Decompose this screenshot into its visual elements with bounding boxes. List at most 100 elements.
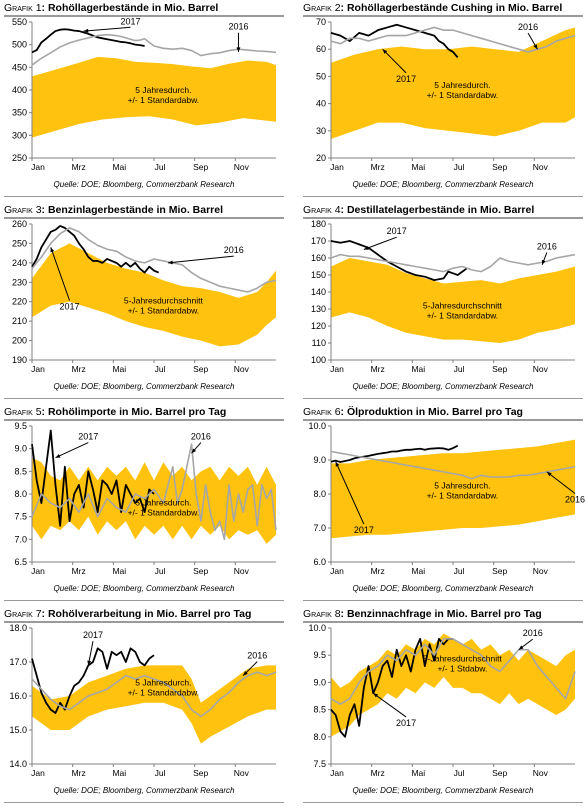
x-tick-label: Nov [234,768,250,778]
annotation-arrow [382,48,407,74]
chart-title-text: Benzinlagerbestände in Mio. Barrel [47,204,224,216]
y-tick-label: 10.0 [308,623,326,633]
y-tick-label: 6.5 [14,557,27,567]
series-2017-line [31,429,155,527]
x-tick-label: Mai [411,566,425,576]
y-tick-label: 550 [12,17,27,27]
chart-source: Quelle: DOE; Bloomberg, Commerzbank Rese… [352,584,534,593]
chart-panel-7: Grafik 7: Rohölverarbeitung in Mio. Barr… [4,608,284,806]
x-tick-label: Sep [492,364,507,374]
chart-title-text: Rohölimporte in Mio. Barrel pro Tag [47,406,227,418]
annotation-arrowhead [373,693,379,698]
chart-prefix: Grafik 3 [4,204,42,216]
annotation-label-2017: 2017 [60,301,80,311]
band-label-line2: +/- 1 Standardabw. [128,306,200,316]
chart-panel-5: Grafik 5: Rohölimporte in Mio. Barrel pr… [4,406,284,604]
y-tick-label: 9.0 [313,455,326,465]
y-tick-label: 9.0 [313,677,326,687]
y-tick-label: 500 [12,40,27,50]
chart-8: 7.5 8.0 8.5 9.0 9.5 10.0 Jan Mrz Mai Jul Sep Nov 5-J… [308,623,576,778]
series-2016-line [330,450,576,480]
series-2016-line [330,253,576,273]
bottom-rule [303,802,583,803]
x-tick-label: Jan [31,566,45,576]
y-tick-label: 7.0 [14,534,27,544]
annotation-arrow [55,442,89,459]
chart-source: Quelle: DOE; Bloomberg, Commerzbank Rese… [53,382,235,391]
band-label-line2: +/- 1 Standardabw. [427,491,499,501]
y-tick-label: 17.0 [9,657,27,667]
title-rule [4,621,284,623]
x-tick-label: Jul [155,162,166,172]
band-label: 5-Jahresdurchschnitt [423,301,503,311]
band-label-line2: +/- 1 Standardabw. [427,90,499,100]
band-label-line2: +/- 1 Standardabw. [128,95,200,105]
y-tick-label: 50 [316,71,326,81]
annotation-label-2017: 2017 [83,630,103,640]
annotation-arrowhead [335,461,340,467]
y-tick-label: 230 [12,277,27,287]
chart-title: Grafik 7: Rohölverarbeitung in Mio. Barr… [4,608,252,620]
title-rule [4,15,284,17]
x-tick-label: Mai [112,566,126,576]
x-tick-label: Mrz [72,768,86,778]
x-tick-label: Nov [533,566,549,576]
y-tick-label: 30 [316,126,326,136]
y-tick-label: 400 [12,85,27,95]
std-band [331,439,575,539]
y-tick-label: 450 [12,62,27,72]
chart-prefix: Grafik 6 [303,406,341,418]
band-label: 5-Jahresdurchschnitt [423,653,503,663]
annotation-arrowhead [168,260,173,265]
y-tick-label: 7.5 [313,759,326,769]
x-tick-label: Mrz [371,768,385,778]
annotation-arrow [168,255,234,264]
annotation-label-2016: 2016 [537,242,557,252]
annotation-arrowhead [87,660,92,666]
x-tick-label: Mai [411,768,425,778]
x-tick-label: Jan [31,364,45,374]
chart-title: Grafik 6: Ölproduktion in Mio. Barrel pr… [303,406,523,418]
x-tick-label: Mrz [371,364,385,374]
x-tick-label: Jul [155,566,166,576]
chart-1: 250 300 350 400 450 500 550 Jan Mrz Mai Jul Sep Nov 5… [12,16,277,172]
annotation-arrow [50,247,71,301]
series-2016-line [31,443,277,541]
series-2017-line [31,28,145,54]
annotation-label-2016: 2016 [224,245,244,255]
chart-title-text: Benzinnachfrage in Mio. Barrel pro Tag [346,608,542,620]
series-2016-line [330,26,576,53]
chart-source: Quelle: DOE; Bloomberg, Commerzbank Rese… [53,584,235,593]
y-tick-label: 350 [12,108,27,118]
x-tick-label: Mrz [72,566,86,576]
annotation-label-2016: 2016 [247,651,267,661]
series-2017-line [330,240,468,281]
x-tick-label: Nov [234,566,250,576]
y-tick-label: 260 [12,219,27,229]
chart-prefix: Grafik 2 [303,2,341,14]
annotation-label-2017: 2017 [354,525,374,535]
annotation-label-2016: 2016 [565,495,585,505]
y-tick-label: 16.0 [9,691,27,701]
annotation-arrowhead [533,44,538,50]
y-tick-label: 130 [311,304,326,314]
x-tick-label: Jul [454,566,465,576]
series-2017-line [31,225,160,274]
annotation-arrowhead [50,247,55,253]
annotation-arrowhead [55,454,61,458]
chart-source: Quelle: DOE; Bloomberg, Commerzbank Rese… [352,786,534,795]
chart-7: 14.0 15.0 16.0 17.0 18.0 Jan Mrz Mai Jul Sep Nov 5 … [9,623,277,778]
x-tick-label: Mrz [72,162,86,172]
chart-panel-2: Grafik 2: Rohöllagerbestände Cushing in … [303,2,583,200]
x-tick-label: Jul [454,162,465,172]
series-2017-line [330,23,459,58]
x-tick-label: Jan [31,162,45,172]
chart-panel-8: Grafik 8: Benzinnachfrage in Mio. Barrel… [303,608,583,806]
y-tick-label: 220 [12,297,27,307]
x-tick-label: Sep [193,364,208,374]
x-tick-label: Nov [533,768,549,778]
x-tick-label: Nov [234,162,250,172]
y-tick-label: 8.0 [14,489,27,499]
chart-prefix: Grafik 5 [4,406,42,418]
y-tick-label: 8.5 [14,466,27,476]
